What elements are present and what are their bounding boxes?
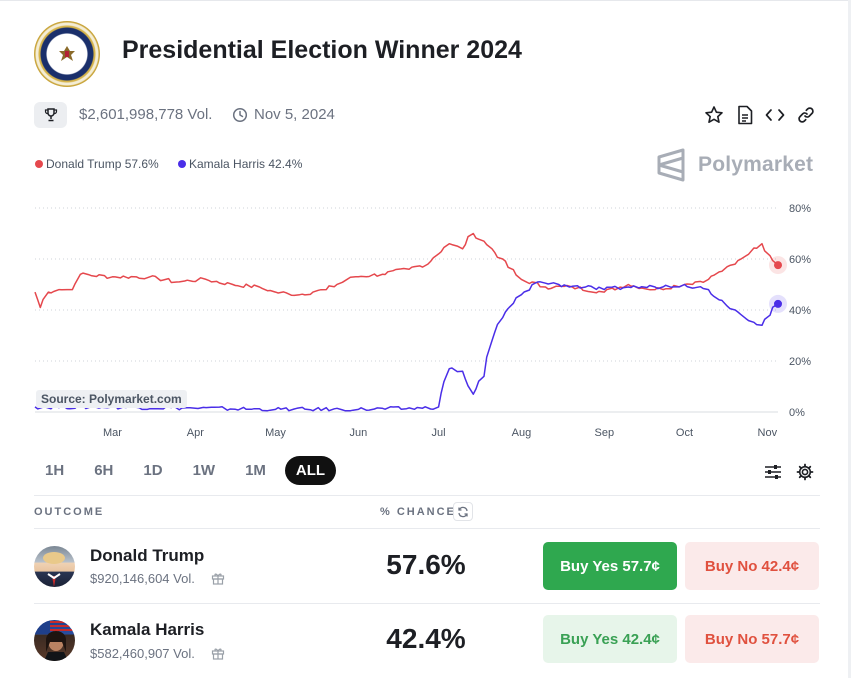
divider [34, 528, 820, 529]
x-tick-label: Mar [103, 427, 122, 439]
chart-source-label: Source: Polymarket.com [36, 390, 187, 408]
series-line-harris [34, 281, 779, 412]
link-icon[interactable] [795, 104, 817, 126]
chance-value: 57.6% [386, 549, 466, 580]
outcome-row-trump: Donald Trump $920,146,604 Vol. 57.6% Buy… [34, 529, 820, 603]
divider [34, 603, 820, 604]
x-tick-label: Jun [350, 427, 368, 439]
price-history-chart[interactable]: 0% 20% 40% 60% 80% Mar Apr May Jun Jul Aug Sep Oct No… [0, 190, 851, 445]
chance-column-header: % CHANCE [380, 506, 456, 518]
candidate-name: Donald Trump [90, 546, 205, 565]
legend-label: Kamala Harris 42.4% [189, 157, 303, 171]
y-tick-label: 0% [789, 407, 805, 419]
page-title: Presidential Election Winner 2024 [122, 36, 522, 64]
avatar-trump [34, 546, 75, 587]
end-date: Nov 5, 2024 [254, 106, 335, 123]
x-tick-label: Aug [512, 427, 532, 439]
buy-no-button[interactable]: Buy No 42.4¢ [685, 542, 819, 590]
range-all[interactable]: ALL [284, 456, 337, 485]
trophy-icon [34, 102, 67, 128]
series-endpoint-dot [774, 299, 782, 308]
legend-item-trump: Donald Trump 57.6% [35, 157, 159, 171]
market-volume: $2,601,998,778 Vol. [79, 106, 213, 123]
harris-legend-dot [178, 160, 186, 168]
gear-icon[interactable] [795, 462, 815, 482]
legend-item-harris: Kamala Harris 42.4% [178, 157, 302, 171]
candidate-volume: $582,460,907 Vol. [90, 646, 195, 661]
range-6h[interactable]: 6H [94, 462, 114, 479]
embed-code-icon[interactable] [764, 104, 786, 126]
x-tick-label: Nov [758, 427, 778, 439]
presidential-seal-icon [34, 21, 100, 87]
clock-icon [232, 107, 248, 123]
range-1d[interactable]: 1D [143, 462, 163, 479]
outcome-row-harris: Kamala Harris $582,460,907 Vol. 42.4% Bu… [34, 604, 820, 678]
buy-yes-button[interactable]: Buy Yes 42.4¢ [543, 615, 677, 663]
y-tick-label: 60% [789, 254, 811, 266]
legend-label: Donald Trump 57.6% [46, 157, 159, 171]
x-tick-label: May [265, 427, 286, 439]
gift-icon[interactable] [211, 646, 225, 660]
outcome-column-header: OUTCOME [34, 506, 105, 518]
y-tick-label: 40% [789, 305, 811, 317]
document-icon[interactable] [734, 104, 756, 126]
candidate-volume: $920,146,604 Vol. [90, 571, 195, 586]
candidate-name: Kamala Harris [90, 620, 205, 639]
divider [34, 495, 820, 496]
top-border [0, 0, 851, 1]
x-tick-label: Jul [432, 427, 446, 439]
trump-legend-dot [35, 160, 43, 168]
polymarket-logo-icon [657, 148, 685, 182]
range-1w[interactable]: 1W [192, 462, 216, 479]
star-icon[interactable] [703, 104, 725, 126]
brand-name: Polymarket [698, 153, 814, 176]
y-tick-label: 20% [789, 356, 811, 368]
buy-no-button[interactable]: Buy No 57.7¢ [685, 615, 819, 663]
range-1h[interactable]: 1H [45, 462, 65, 479]
refresh-icon[interactable] [453, 502, 473, 521]
x-tick-label: Sep [594, 427, 614, 439]
x-tick-label: Apr [187, 427, 204, 439]
y-tick-label: 80% [789, 203, 811, 215]
avatar-harris [34, 620, 75, 661]
range-1m[interactable]: 1M [245, 462, 266, 479]
gift-icon[interactable] [211, 571, 225, 585]
sliders-icon[interactable] [763, 462, 783, 482]
buy-yes-button[interactable]: Buy Yes 57.7¢ [543, 542, 677, 590]
polymarket-logo: Polymarket [656, 148, 813, 182]
series-line-trump [34, 232, 779, 309]
time-range-selector: 1H 6H 1D 1W 1M ALL [34, 456, 344, 485]
series-endpoint-dot [774, 261, 782, 270]
scrollbar-track[interactable] [848, 0, 851, 678]
chance-value: 42.4% [386, 623, 466, 654]
x-tick-label: Oct [676, 427, 693, 439]
